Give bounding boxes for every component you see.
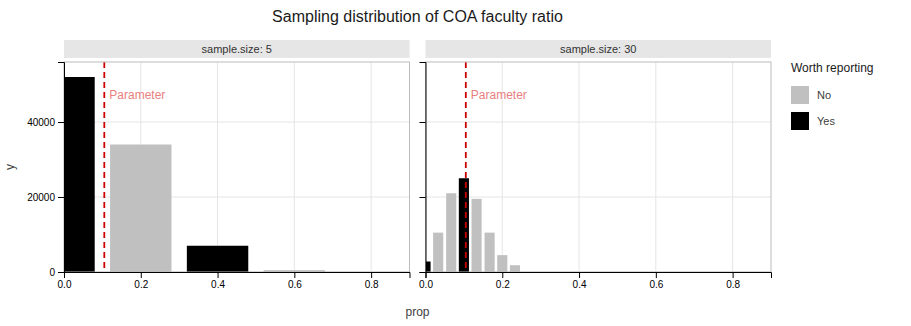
bar — [446, 193, 456, 272]
grid-line-x — [294, 62, 295, 272]
y-tick-mark — [58, 197, 64, 198]
y-axis: 0 20000 40000 — [27, 63, 64, 278]
bar — [64, 77, 95, 272]
y-tick-mark — [420, 272, 426, 273]
x-tick-mark — [656, 272, 657, 278]
y-tick-label: 0 — [49, 267, 55, 278]
grid-line-y — [426, 122, 772, 123]
bar — [497, 255, 507, 272]
bar — [110, 145, 171, 273]
x-tick-label: 0.0 — [419, 279, 433, 290]
y-tick-label: 20000 — [27, 192, 55, 203]
y-tick-label: 40000 — [27, 117, 55, 128]
x-tick: 0.6 — [288, 272, 302, 290]
x-tick-label: 0.4 — [211, 279, 225, 290]
chart-title: Sampling distribution of COA faculty rat… — [272, 8, 563, 25]
x-tick-mark — [218, 272, 219, 278]
x-tick-label: 0.6 — [288, 279, 302, 290]
x-tick-mark — [294, 272, 295, 278]
annotation-label: Parameter — [109, 88, 165, 102]
legend: Worth reporting No Yes — [791, 61, 873, 130]
x-tick: 0.2 — [134, 272, 148, 290]
grid-line-y — [64, 122, 410, 123]
plot-frame — [64, 62, 410, 272]
grid — [64, 62, 410, 272]
grid-line-x — [217, 62, 218, 272]
x-tick: 0.0 — [419, 272, 433, 290]
y-tick-mark — [58, 122, 64, 123]
x-tick-mark — [141, 272, 142, 278]
legend-title: Worth reporting — [791, 61, 873, 75]
chart-svg: Sampling distribution of COA faculty rat… — [0, 0, 911, 326]
reference-line — [103, 62, 105, 272]
x-tick-label: 0.6 — [649, 279, 663, 290]
x-tick: 0.4 — [573, 272, 587, 290]
panel: sample.size: 30 Parameter 0.0 0.2 0.4 0.6 0.8 — [419, 40, 771, 290]
grid — [426, 62, 772, 272]
bar — [459, 178, 469, 272]
panel-title: sample.size: 30 — [560, 43, 636, 55]
y-tick: 40000 — [27, 117, 64, 128]
bar — [471, 199, 481, 272]
bar — [187, 246, 248, 272]
legend-label: Yes — [817, 115, 835, 127]
panel-header — [426, 40, 772, 58]
x-tick: 0.2 — [496, 272, 510, 290]
x-tick-mark — [502, 272, 503, 278]
annotation-label: Parameter — [471, 88, 527, 102]
x-axis: 0.0 0.2 0.4 0.6 0.8 — [419, 272, 771, 290]
x-tick-mark — [733, 272, 734, 278]
bar — [433, 233, 443, 272]
grid-line-x — [655, 62, 656, 272]
y-tick-mark — [420, 197, 426, 198]
y-axis-line — [58, 63, 65, 273]
y-tick: 20000 — [27, 192, 64, 203]
chart-container: Sampling distribution of COA faculty rat… — [0, 0, 911, 326]
y-axis-title: y — [3, 164, 17, 170]
reference-line — [465, 62, 467, 272]
x-tick-label: 0.2 — [496, 279, 510, 290]
y-tick — [420, 122, 426, 123]
x-tick-label: 0.2 — [134, 279, 148, 290]
x-tick: 0.8 — [365, 272, 379, 290]
x-tick: 0.4 — [211, 272, 225, 290]
y-axis-line — [420, 63, 427, 273]
y-axis — [420, 63, 427, 273]
legend-swatch — [791, 112, 809, 130]
marks — [64, 62, 325, 272]
y-tick-mark — [420, 122, 426, 123]
y-tick — [420, 272, 426, 273]
x-tick-label: 0.8 — [726, 279, 740, 290]
plot-frame — [426, 62, 772, 272]
x-tick-label: 0.0 — [58, 279, 72, 290]
y-tick: 0 — [49, 267, 64, 278]
x-tick-mark — [579, 272, 580, 278]
x-tick-mark — [371, 272, 372, 278]
x-tick: 0.0 — [58, 272, 72, 290]
grid-line-x — [371, 62, 372, 272]
x-tick: 0.8 — [726, 272, 740, 290]
grid-line-x — [579, 62, 580, 272]
legend-label: No — [817, 89, 831, 101]
x-tick: 0.6 — [649, 272, 663, 290]
bar — [485, 233, 495, 272]
x-tick-label: 0.4 — [573, 279, 587, 290]
y-tick-mark — [58, 272, 64, 273]
panel: sample.size: 5 Parameter 0.0 0.2 0.4 0.6 0.8 0 2… — [27, 40, 410, 290]
bar — [510, 265, 520, 272]
y-tick — [420, 197, 426, 198]
panel-title: sample.size: 5 — [202, 43, 272, 55]
x-axis-line — [65, 273, 411, 279]
legend-swatch — [791, 86, 809, 104]
x-axis: 0.0 0.2 0.4 0.6 0.8 — [58, 272, 410, 290]
grid-line-y — [426, 197, 772, 198]
panel-header — [64, 40, 410, 58]
x-tick-label: 0.8 — [365, 279, 379, 290]
grid-line-x — [732, 62, 733, 272]
x-axis-title: prop — [405, 305, 429, 319]
x-axis-line — [426, 273, 772, 279]
